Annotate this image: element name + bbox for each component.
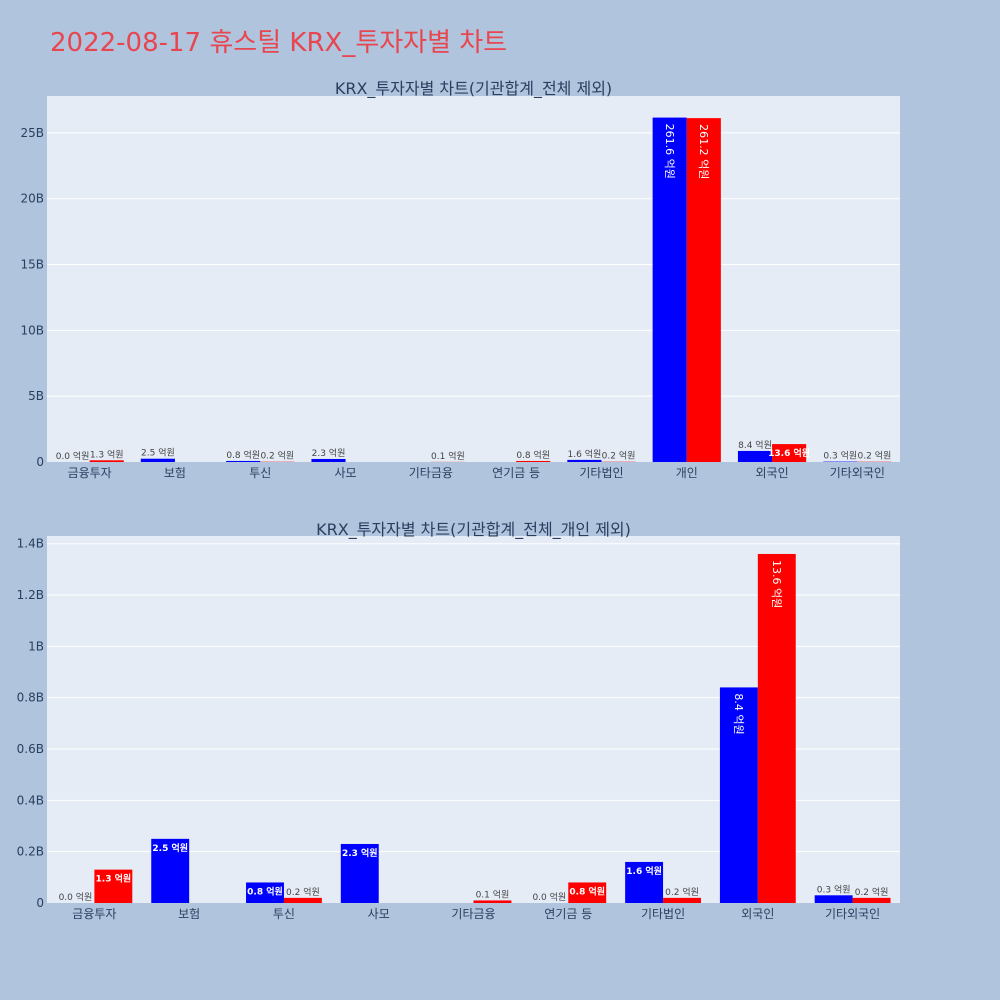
chart-1-category-label: 기타금융 — [409, 466, 453, 480]
chart-1-data-label: 2.3 억원 — [312, 447, 346, 459]
chart-2-y-tick-label: 0.4B — [17, 793, 44, 807]
chart-1-data-label: 0.1 억원 — [431, 450, 465, 462]
chart-2-bar-buy-3 — [246, 882, 284, 903]
chart-1-category-label: 개인 — [676, 466, 698, 480]
chart-2-data-label: 0.2 억원 — [855, 886, 889, 898]
chart-1-bar-sell-1 — [89, 460, 124, 462]
chart-1-data-label: 0.2 억원 — [858, 450, 892, 462]
page-title: 2022-08-17 휴스틸 KRX_투자자별 차트 — [50, 28, 508, 58]
chart-2-bar-sell-1 — [94, 869, 133, 903]
chart-2-category-label: 연기금 등 — [544, 907, 592, 921]
chart-2-y-tick-label: 1.2B — [17, 588, 44, 602]
chart-2-data-label: 0.0 억원 — [59, 891, 93, 903]
chart-2-title: KRX_투자자별 차트(기관합계_전체_개인 제외) — [316, 520, 631, 540]
chart-1-data-label: 13.6 억원 — [768, 447, 810, 459]
chart-2-data-label: 2.5 억원 — [152, 842, 188, 854]
chart-1-category-label: 연기금 등 — [492, 466, 540, 480]
chart-2-data-label: 0.0 억원 — [532, 891, 566, 903]
chart-2-data-label: 2.3 억원 — [342, 847, 378, 859]
chart-1-y-tick-label: 20B — [20, 192, 44, 206]
chart-2-y-tick-label: 1B — [28, 639, 44, 653]
chart-1-bar-sell-8 — [686, 118, 721, 463]
chart-2-category-label: 투신 — [273, 907, 295, 921]
chart-1-data-label: 0.8 억원 — [516, 449, 550, 461]
chart-2-category-label: 외국인 — [741, 907, 774, 921]
chart-2-data-label: 8.4 억원 — [732, 693, 745, 734]
chart-2-bar-sell-9 — [852, 897, 891, 903]
chart-2-bar-buy-2 — [151, 838, 190, 903]
chart-2-bar-buy-9 — [814, 895, 853, 903]
chart-2-data-label: 0.8 억원 — [569, 885, 605, 897]
chart-2-category-label: 사모 — [368, 907, 390, 921]
chart-1-bar-buy-7 — [567, 459, 602, 462]
chart-2-bar-sell-5 — [473, 900, 512, 903]
chart-2-data-label: 0.3 억원 — [817, 883, 851, 895]
chart-2-bar-sell-3 — [283, 897, 322, 903]
chart-1-data-label: 0.8 억원 — [226, 449, 260, 461]
chart-2-data-label: 0.2 억원 — [665, 886, 699, 898]
chart-1-category-label: 투신 — [249, 466, 271, 480]
chart-2-bar-buy-4 — [340, 843, 379, 903]
chart-1-data-label: 8.4 억원 — [738, 439, 772, 451]
chart-1-category-label: 외국인 — [755, 466, 788, 480]
chart-1-data-label: 261.6 억원 — [663, 124, 676, 179]
chart-2-data-label: 1.3 억원 — [96, 873, 132, 885]
chart-1-data-label: 1.3 억원 — [90, 448, 124, 460]
chart-1-data-label: 0.0 억원 — [56, 450, 90, 462]
chart-1-data-label: 0.2 억원 — [260, 450, 294, 462]
chart-2-y-tick-label: 0.2B — [17, 845, 44, 859]
chart-1-bar-buy-2 — [140, 458, 175, 462]
chart-1-bar-sell-9 — [772, 444, 807, 462]
chart-2-y-tick-label: 0 — [36, 896, 44, 910]
chart-1-data-label: 261.2 억원 — [697, 124, 710, 179]
chart-2-category-label: 기타법인 — [641, 907, 685, 921]
chart-1-y-tick-label: 0 — [36, 455, 44, 469]
chart-2-y-tick-label: 0.8B — [17, 691, 44, 705]
chart-2-data-label: 0.8 억원 — [247, 885, 283, 897]
chart-1-y-tick-label: 25B — [20, 126, 44, 140]
chart-1-category-label: 기타법인 — [579, 466, 623, 480]
chart-2-category-label: 기타금융 — [451, 907, 495, 921]
chart-1-data-label: 1.6 억원 — [568, 448, 602, 460]
chart-1-category-label: 금융투자 — [68, 466, 112, 480]
chart-2-category-label: 기타외국인 — [825, 907, 880, 921]
chart-2-category-label: 금융투자 — [72, 907, 116, 921]
chart-1-category-label: 보험 — [164, 466, 186, 480]
chart-2-y-tick-label: 1.4B — [17, 537, 44, 551]
chart-1-y-tick-label: 5B — [28, 389, 44, 403]
chart-1-bar-buy-3 — [226, 460, 261, 462]
chart-1-bar-buy-4 — [311, 458, 346, 462]
chart-1-category-label: 기타외국인 — [830, 466, 885, 480]
chart-1-data-label: 2.5 억원 — [141, 447, 175, 459]
chart-1-data-label: 0.2 억원 — [602, 450, 636, 462]
chart-1-plot-area — [47, 96, 900, 462]
chart-2-bar-buy-7 — [625, 861, 664, 903]
chart-2-data-label: 0.2 억원 — [286, 886, 320, 898]
chart-1-bar-buy-9 — [737, 450, 773, 462]
chart-2-y-tick-label: 0.6B — [17, 742, 44, 756]
chart-2-category-label: 보험 — [178, 907, 200, 921]
chart-1-category-label: 사모 — [335, 466, 357, 480]
chart-2-data-label: 0.1 억원 — [476, 888, 510, 900]
chart-1-bar-sell-6 — [516, 460, 551, 462]
chart-1-data-label: 0.3 억원 — [823, 450, 857, 462]
chart-1-y-tick-label: 15B — [20, 258, 44, 272]
chart-1-title: KRX_투자자별 차트(기관합계_전체 제외) — [335, 79, 612, 99]
chart-2-bar-buy-8 — [719, 687, 758, 903]
chart-2-data-label: 1.6 억원 — [626, 865, 662, 877]
chart-2-data-label: 13.6 억원 — [770, 560, 783, 608]
chart-2-bar-sell-7 — [663, 897, 701, 903]
chart-2-bar-sell-8 — [757, 553, 796, 903]
chart-2-bar-sell-6 — [568, 882, 607, 903]
chart-1-bar-buy-8 — [652, 117, 687, 462]
chart-1-y-tick-label: 10B — [20, 323, 44, 337]
